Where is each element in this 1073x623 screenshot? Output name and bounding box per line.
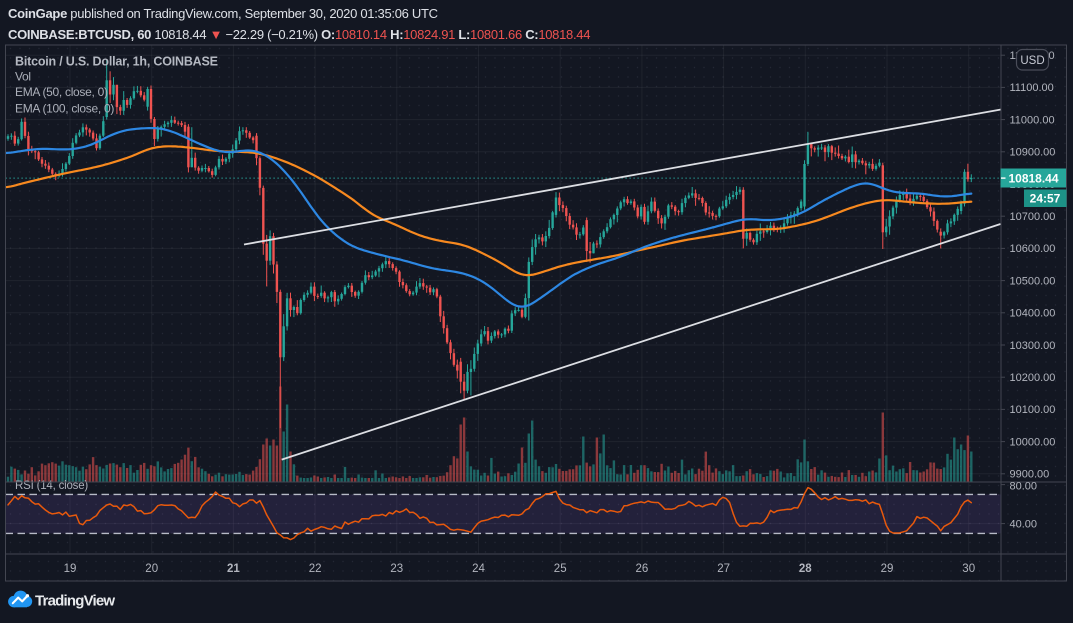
svg-text:10300.00: 10300.00: [1010, 340, 1056, 352]
svg-text:26: 26: [636, 563, 649, 575]
svg-text:11100.00: 11100.00: [1010, 82, 1054, 94]
svg-text:10500.00: 10500.00: [1010, 275, 1056, 287]
svg-text:Bitcoin / U.S. Dollar, 1h, COI: Bitcoin / U.S. Dollar, 1h, COINBASE: [15, 54, 218, 68]
svg-text:19: 19: [64, 563, 77, 575]
svg-text:21: 21: [227, 563, 240, 575]
svg-text:10200.00: 10200.00: [1010, 372, 1056, 384]
svg-text:29: 29: [881, 563, 894, 575]
svg-text:10400.00: 10400.00: [1010, 308, 1056, 320]
svg-text:10000.00: 10000.00: [1010, 436, 1056, 448]
svg-text:25: 25: [554, 563, 567, 575]
svg-text:EMA (50, close, 0): EMA (50, close, 0): [15, 85, 108, 99]
svg-text:28: 28: [799, 563, 812, 575]
svg-text:10700.00: 10700.00: [1010, 211, 1056, 223]
svg-text:30: 30: [962, 563, 975, 575]
svg-text:EMA (100, close, 0): EMA (100, close, 0): [15, 101, 114, 115]
svg-text:20: 20: [145, 563, 158, 575]
svg-text:11000.00: 11000.00: [1010, 114, 1055, 126]
svg-text:22: 22: [309, 563, 322, 575]
svg-text:10100.00: 10100.00: [1010, 404, 1056, 416]
svg-text:24: 24: [472, 563, 485, 575]
svg-text:RSI (14, close): RSI (14, close): [15, 480, 88, 492]
svg-text:Vol: Vol: [15, 69, 31, 83]
svg-text:CoinGape published on TradingV: CoinGape published on TradingView.com, S…: [8, 6, 438, 21]
svg-text:10900.00: 10900.00: [1010, 147, 1056, 159]
svg-text:USD: USD: [1020, 55, 1044, 67]
svg-text:COINBASE:BTCUSD, 60 10818.44: COINBASE:BTCUSD, 60 10818.44 ▼ −22.29 (−…: [8, 27, 590, 42]
svg-text:24:57: 24:57: [1030, 192, 1061, 206]
svg-text:9900.00: 9900.00: [1010, 469, 1050, 481]
svg-text:80.00: 80.00: [1010, 481, 1038, 493]
svg-text:10818.44: 10818.44: [1008, 171, 1058, 185]
svg-text:27: 27: [717, 563, 730, 575]
svg-text:10600.00: 10600.00: [1010, 243, 1056, 255]
svg-text:40.00: 40.00: [1010, 518, 1038, 530]
svg-text:TradingView: TradingView: [35, 593, 115, 610]
svg-text:23: 23: [390, 563, 403, 575]
